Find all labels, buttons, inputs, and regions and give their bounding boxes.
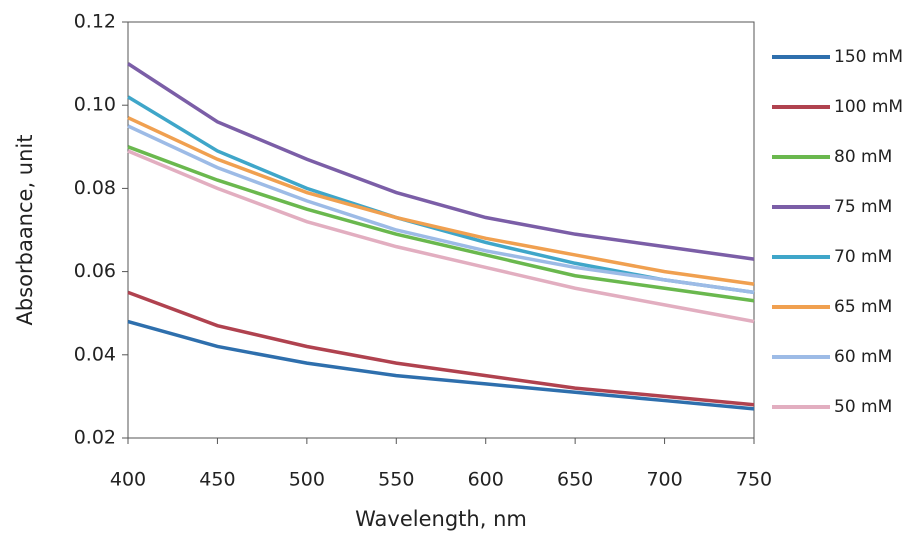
x-tick-label: 700 [646,469,682,491]
series-line [127,290,755,407]
legend-text: 60 mM [834,347,892,367]
legend-text: 150 mM [834,47,903,67]
y-tick-label: 0.12 [74,11,116,33]
legend-text: 50 mM [834,397,892,417]
plot-frame [127,21,755,439]
y-tick-label: 0.02 [74,427,116,449]
x-tick-label: 650 [557,469,593,491]
series-line [127,319,755,411]
x-tick-label: 400 [110,469,146,491]
y-tick-label: 0.04 [74,343,116,365]
x-tick-label: 450 [199,469,235,491]
y-axis-title: Absorbaance, unit [13,135,37,326]
x-axis-title: Wavelength, nm [355,507,527,531]
legend-text: 100 mM [834,97,903,117]
y-tick-label: 0.10 [74,94,116,116]
series-line [127,145,755,303]
x-tick-label: 550 [378,469,414,491]
series-line [127,116,755,286]
y-tick-label: 0.08 [74,177,116,199]
legend-text: 75 mM [834,197,892,217]
x-tick-label: 500 [289,469,325,491]
y-tick-label: 0.06 [74,260,116,282]
series-line [127,95,755,295]
x-tick-label: 600 [468,469,504,491]
x-tick-label: 750 [736,469,772,491]
series-line [127,124,755,295]
legend-text: 70 mM [834,247,892,267]
legend-text: 65 mM [834,297,892,317]
series-line [127,62,755,261]
series-line [127,149,755,324]
legend-text: 80 mM [834,147,892,167]
